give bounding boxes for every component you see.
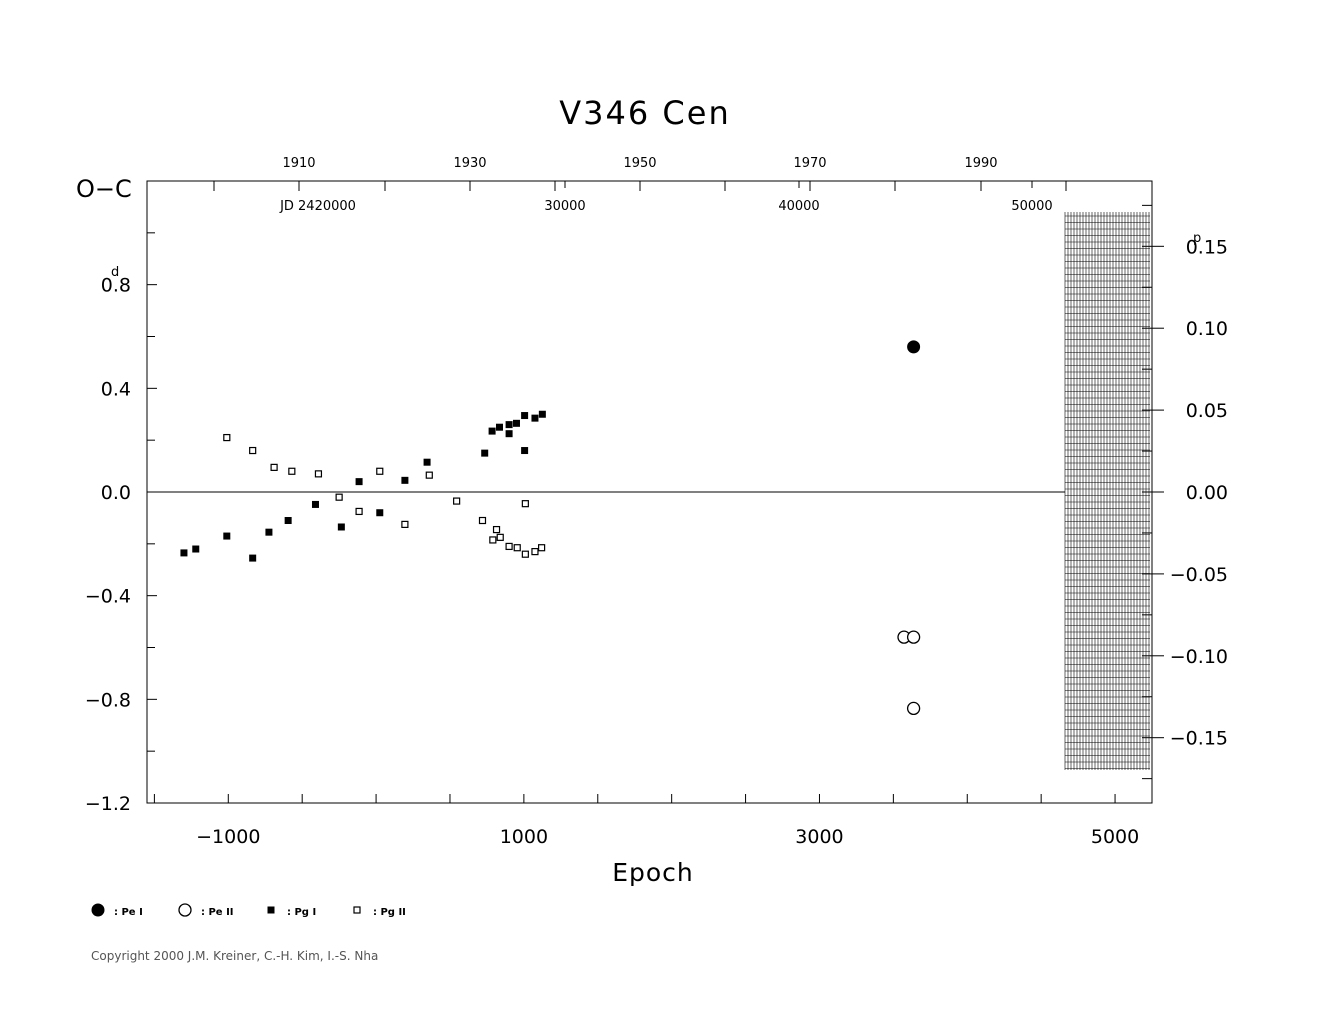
right-tick-label: 0.15 — [1186, 236, 1228, 258]
legend-label: : Pe II — [201, 907, 234, 918]
point-pg-ii — [521, 500, 529, 508]
point-pg-ii — [314, 470, 323, 478]
x-tick-label: 1000 — [500, 826, 548, 848]
point-pg-ii — [335, 493, 343, 501]
legend-marker — [91, 903, 105, 917]
top-jd-label: JD 2420000 — [279, 199, 356, 214]
y-tick-label: −0.4 — [85, 586, 131, 608]
point-pg-i — [311, 500, 319, 508]
top-year-label: 1950 — [623, 156, 656, 171]
point-pg-i — [531, 414, 539, 422]
point-pg-i — [521, 412, 529, 420]
point-pg-ii — [355, 507, 363, 516]
legend-label: : Pg I — [287, 907, 316, 918]
y-tick-label: 0.4 — [101, 378, 131, 400]
x-tick-label: −1000 — [196, 826, 260, 848]
point-pg-ii — [489, 536, 497, 544]
point-pg-i — [355, 478, 363, 486]
point-pg-ii — [223, 433, 231, 442]
point-pg-ii — [270, 463, 278, 471]
y-axis-label: O−C — [76, 175, 132, 203]
point-pg-i — [284, 517, 292, 525]
point-pg-i — [495, 423, 503, 431]
top-year-label: 1970 — [793, 156, 826, 171]
legend-marker — [353, 906, 361, 914]
y-tick-label: −0.8 — [85, 689, 131, 711]
point-pg-i — [423, 458, 431, 466]
legend-label: : Pe I — [114, 907, 143, 918]
point-pg-i — [180, 549, 188, 557]
point-pe-ii — [906, 630, 921, 644]
right-tick-label: 0.00 — [1186, 482, 1228, 504]
point-pg-ii — [249, 446, 257, 455]
point-pg-ii — [425, 471, 433, 479]
point-pg-i — [505, 421, 513, 429]
right-tick-label: −0.10 — [1170, 646, 1228, 668]
point-pg-i — [538, 410, 546, 418]
axes: 0.8 0.4 0.0 −0.4 −0.8 −1.2 0.15 0.10 0.05 0.00 −0.… — [85, 156, 1228, 848]
hatched-band — [1064, 212, 1150, 770]
right-tick-label: 0.10 — [1186, 318, 1228, 340]
legend-label: : Pg II — [373, 907, 406, 918]
top-jd-label: 30000 — [544, 199, 585, 214]
point-pg-i — [521, 447, 529, 455]
top-year-label: 1930 — [453, 156, 486, 171]
y-tick-label: −1.2 — [85, 793, 131, 815]
right-tick-label: −0.15 — [1170, 728, 1228, 750]
x-tick-label: 3000 — [795, 826, 843, 848]
y-tick-label: 0.8 — [101, 275, 131, 297]
point-pg-ii — [376, 467, 384, 475]
point-pg-ii — [531, 548, 539, 556]
chart-title: V346 Cen — [559, 94, 730, 132]
top-year-label: 1910 — [282, 156, 315, 171]
point-pg-i — [337, 523, 345, 531]
copyright-text: Copyright 2000 J.M. Kreiner, C.-H. Kim, … — [91, 949, 378, 963]
point-pg-ii — [453, 497, 461, 505]
point-pg-i — [488, 427, 496, 435]
point-pe-i — [907, 340, 921, 354]
point-pg-i — [505, 430, 513, 438]
x-tick-label: 5000 — [1091, 826, 1139, 848]
legend: : Pe I : Pe II : Pg I : Pg II — [91, 903, 406, 918]
point-pg-ii — [513, 544, 521, 552]
point-pg-i — [512, 419, 520, 427]
y-unit-left: d — [111, 265, 119, 280]
point-pg-i — [265, 528, 273, 536]
point-pg-ii — [538, 544, 546, 552]
data-marks — [180, 340, 921, 716]
point-pg-ii — [401, 520, 409, 528]
top-jd-label: 40000 — [778, 199, 819, 214]
point-pg-ii — [496, 533, 504, 541]
point-pg-ii — [478, 516, 487, 525]
point-pg-i — [223, 532, 231, 540]
point-pg-ii — [505, 542, 513, 551]
y-tick-label: 0.0 — [101, 482, 131, 504]
point-pe-ii — [906, 701, 921, 716]
x-axis-label: Epoch — [612, 858, 694, 887]
top-jd-label: 50000 — [1011, 199, 1052, 214]
right-tick-label: 0.05 — [1186, 400, 1228, 422]
point-pg-i — [249, 554, 257, 562]
point-pg-i — [376, 509, 384, 517]
right-tick-label: −0.05 — [1170, 564, 1228, 586]
legend-marker — [267, 906, 275, 914]
point-pg-ii — [492, 525, 501, 534]
top-year-label: 1990 — [964, 156, 997, 171]
point-pg-i — [481, 449, 489, 457]
point-pg-i — [401, 476, 409, 484]
legend-marker — [178, 903, 192, 917]
y-unit-right: p — [1193, 231, 1201, 246]
point-pg-ii — [521, 550, 529, 558]
point-pg-i — [192, 545, 200, 553]
point-pg-ii — [288, 467, 296, 475]
